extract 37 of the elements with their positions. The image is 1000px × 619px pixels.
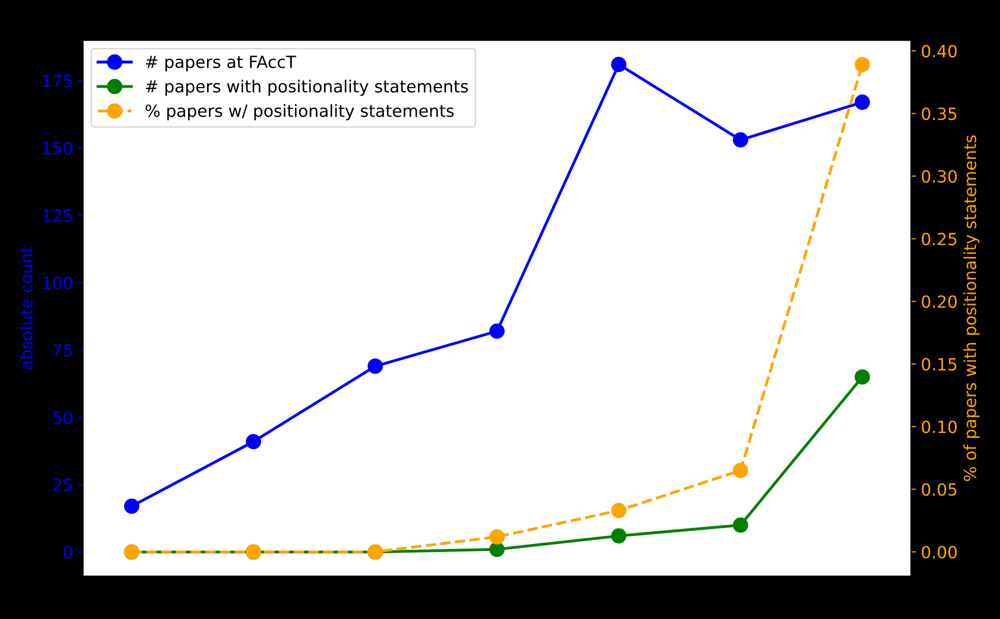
legend-label: # papers with positionality statements xyxy=(146,80,468,96)
point xyxy=(732,132,748,148)
point xyxy=(124,498,140,514)
y-axis-title: absolute count xyxy=(20,246,33,370)
y2-tick-label: 0.05 xyxy=(922,483,956,496)
point xyxy=(611,502,626,518)
y2-axis-title: % of papers with positionality statements xyxy=(963,135,980,481)
point xyxy=(368,358,383,374)
y2-tick-label: 0.25 xyxy=(922,232,956,246)
y-tick-label: 125 xyxy=(43,209,72,222)
point xyxy=(732,462,748,478)
point xyxy=(732,517,748,533)
y2-tick-label: 0.30 xyxy=(922,170,957,183)
point xyxy=(611,528,626,544)
y2-tick-label: 0.10 xyxy=(922,420,957,434)
point xyxy=(489,529,505,544)
y-tick-label: 75 xyxy=(53,344,72,357)
point xyxy=(854,57,870,72)
y2-tick-label: 0.35 xyxy=(922,107,956,120)
point xyxy=(611,56,626,72)
y-tick-label: 150 xyxy=(43,142,72,155)
y-tick-label: 175 xyxy=(43,74,72,88)
point xyxy=(489,542,505,557)
point xyxy=(489,324,505,339)
y2-tick-label: 0.15 xyxy=(922,358,956,371)
y-tick-label: 50 xyxy=(53,411,72,424)
legend-label: # papers at FAccT xyxy=(146,56,296,72)
y-tick-label: 25 xyxy=(53,478,72,492)
point xyxy=(854,369,870,385)
y2-tick-label: 0.20 xyxy=(922,295,957,308)
point xyxy=(246,434,262,450)
y2-tick-label: 0.00 xyxy=(922,546,957,558)
y2-tick-label: 0.40 xyxy=(922,44,957,58)
y-tick-label: 0 xyxy=(64,546,72,559)
point xyxy=(854,94,870,110)
y-tick-label: 100 xyxy=(43,276,72,290)
legend-label: % papers w/ positionality statements xyxy=(146,104,454,120)
